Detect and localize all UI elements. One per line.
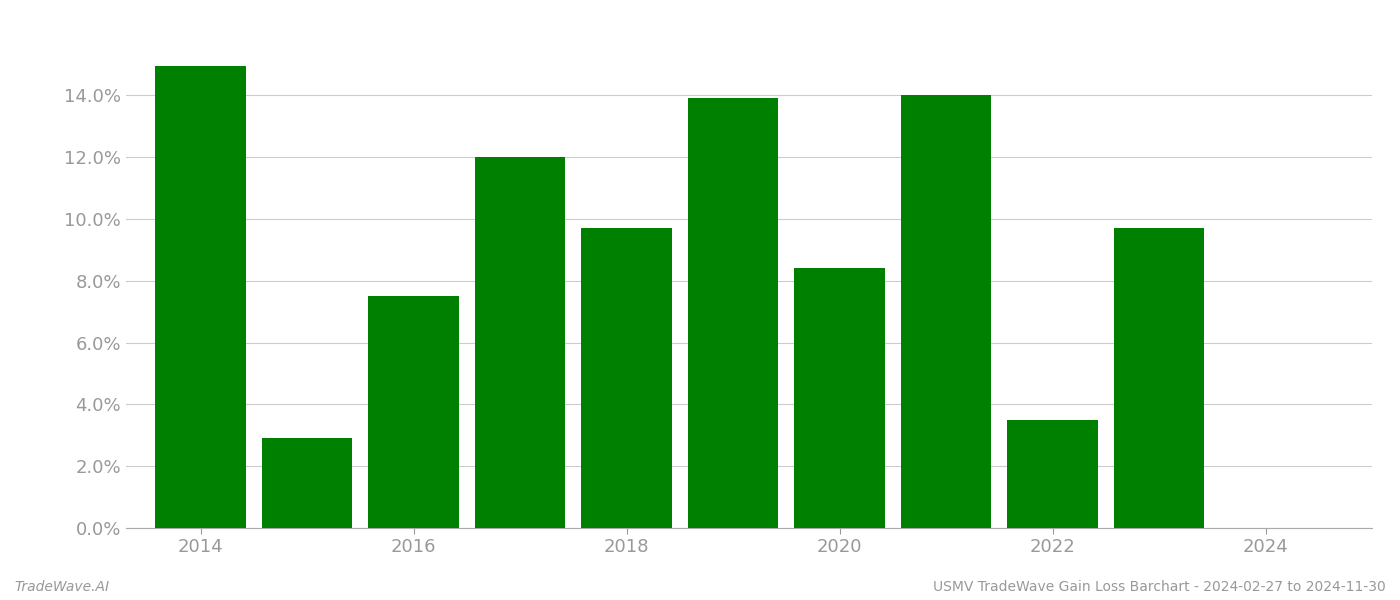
Bar	[1007, 420, 1098, 528]
Bar	[794, 268, 885, 528]
Bar	[900, 95, 991, 528]
Bar	[475, 157, 566, 528]
Bar	[1114, 228, 1204, 528]
Bar	[581, 228, 672, 528]
Text: TradeWave.AI: TradeWave.AI	[14, 580, 109, 594]
Bar	[262, 439, 353, 528]
Bar	[155, 66, 246, 528]
Bar	[687, 98, 778, 528]
Bar	[368, 296, 459, 528]
Text: USMV TradeWave Gain Loss Barchart - 2024-02-27 to 2024-11-30: USMV TradeWave Gain Loss Barchart - 2024…	[934, 580, 1386, 594]
